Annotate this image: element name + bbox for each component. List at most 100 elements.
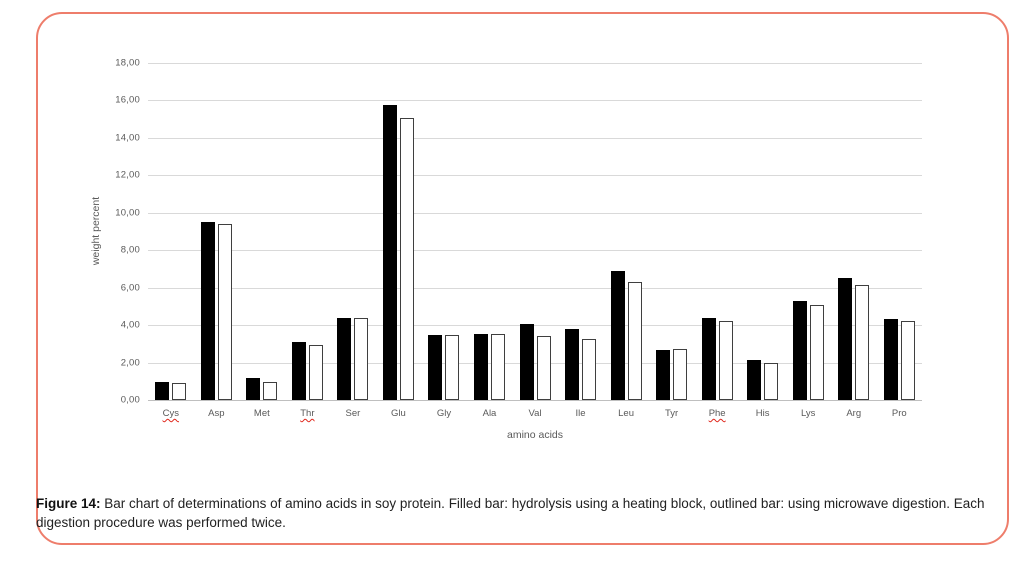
x-tick-slot: Cys [148, 408, 194, 419]
bar-group-asp [194, 63, 240, 400]
bar-outlined-cys [172, 383, 187, 400]
x-tick-label: Lys [800, 408, 816, 419]
bar-filled-met [246, 378, 261, 400]
x-tick-slot: Gly [421, 408, 467, 419]
x-tick-slot: Leu [603, 408, 649, 419]
bar-outlined-phe [718, 321, 733, 400]
x-tick-label: Tyr [665, 408, 679, 419]
x-tick-label: Met [253, 408, 270, 419]
bar-outlined-met [263, 382, 278, 400]
gridline-14 [148, 137, 922, 139]
x-tick-label: Ala [482, 408, 497, 419]
bar-filled-cys [155, 382, 170, 400]
bar-group-ala [467, 63, 513, 400]
x-tick-label: Thr [300, 408, 315, 419]
x-axis-tick-labels: Cys Asp Met Thr Ser Glu Gly Ala Val Ile Leu Tyr Phe H… [148, 408, 922, 419]
figure-caption-text: Bar chart of determinations of amino aci… [36, 495, 985, 530]
bar-group-met [239, 63, 285, 400]
gridline-2 [148, 362, 922, 364]
y-tick-label: 14,00 [115, 132, 140, 144]
bar-outlined-asp [217, 224, 232, 400]
x-tick-slot: Thr [285, 408, 331, 419]
gridline-8 [148, 250, 922, 252]
gridline-16 [148, 100, 922, 102]
bar-group-thr [285, 63, 331, 400]
x-tick-label: Asp [208, 408, 225, 419]
figure-panel: weight percent 18,00 16,00 14,00 12,00 10,00… [36, 12, 1009, 545]
x-tick-slot: Lys [785, 408, 831, 419]
bar-filled-ala [473, 334, 488, 400]
x-tick-label: Ile [575, 408, 586, 419]
y-tick-label: 10,00 [115, 207, 140, 219]
bar-outlined-tyr [673, 348, 688, 400]
x-tick-slot: His [740, 408, 786, 419]
bar-outlined-leu [627, 282, 642, 400]
y-tick-label: 8,00 [120, 244, 140, 256]
y-axis-tick-labels: 18,00 16,00 14,00 12,00 10,00 8,00 6,00 4,00 2,0… [54, 58, 140, 406]
bar-outlined-glu [399, 118, 414, 400]
x-tick-label: Glu [391, 408, 406, 419]
x-tick-slot: Met [239, 408, 285, 419]
gridline-18 [148, 63, 922, 64]
bar-series-container [148, 63, 922, 400]
bar-filled-lys [792, 300, 807, 400]
bar-filled-tyr [656, 350, 671, 400]
bar-filled-asp [200, 222, 215, 400]
y-tick-label: 12,00 [115, 169, 140, 181]
x-tick-label: Val [528, 408, 542, 419]
bar-outlined-lys [809, 305, 824, 400]
bar-group-pro [877, 63, 923, 400]
bar-group-gly [421, 63, 467, 400]
x-tick-label: Pro [891, 408, 907, 419]
bar-filled-val [519, 324, 534, 400]
bar-group-lys [785, 63, 831, 400]
gridline-12 [148, 175, 922, 177]
bar-outlined-ala [490, 334, 505, 400]
bar-group-val [512, 63, 558, 400]
y-tick-label: 0,00 [120, 394, 140, 406]
y-tick-label: 2,00 [120, 357, 140, 369]
bar-outlined-ser [354, 317, 369, 400]
gridline-6 [148, 287, 922, 289]
bar-group-ser [330, 63, 376, 400]
bar-group-glu [376, 63, 422, 400]
x-tick-slot: Ala [467, 408, 513, 419]
x-tick-label: Phe [708, 408, 726, 419]
bar-filled-arg [838, 278, 853, 400]
bar-filled-glu [382, 105, 397, 400]
y-tick-label: 16,00 [115, 94, 140, 106]
bar-outlined-val [536, 336, 551, 400]
bar-outlined-his [764, 362, 779, 400]
x-tick-label: Ser [345, 408, 361, 419]
bar-group-tyr [649, 63, 695, 400]
bar-outlined-arg [855, 284, 870, 400]
bar-filled-phe [701, 317, 716, 400]
bar-filled-pro [883, 318, 898, 400]
x-tick-label: Cys [162, 408, 179, 419]
gridline-4 [148, 325, 922, 327]
bar-group-phe [694, 63, 740, 400]
x-tick-slot: Pro [877, 408, 923, 419]
bar-filled-ile [565, 328, 580, 400]
bar-outlined-gly [445, 335, 460, 400]
bar-filled-thr [291, 341, 306, 400]
bar-group-cys [148, 63, 194, 400]
y-tick-label: 4,00 [120, 319, 140, 331]
y-tick-label: 18,00 [115, 57, 140, 69]
x-tick-slot: Arg [831, 408, 877, 419]
bar-filled-his [747, 359, 762, 400]
bar-outlined-pro [900, 321, 915, 400]
x-tick-label: His [755, 408, 770, 419]
bar-outlined-thr [308, 344, 323, 400]
bar-group-ile [558, 63, 604, 400]
y-tick-label: 6,00 [120, 282, 140, 294]
x-tick-slot: Asp [194, 408, 240, 419]
bar-outlined-ile [582, 339, 597, 400]
x-tick-slot: Ile [558, 408, 604, 419]
x-tick-slot: Ser [330, 408, 376, 419]
x-axis-title: amino acids [506, 429, 564, 441]
x-tick-slot: Tyr [649, 408, 695, 419]
gridline-10 [148, 212, 922, 214]
x-tick-label: Arg [846, 408, 862, 419]
